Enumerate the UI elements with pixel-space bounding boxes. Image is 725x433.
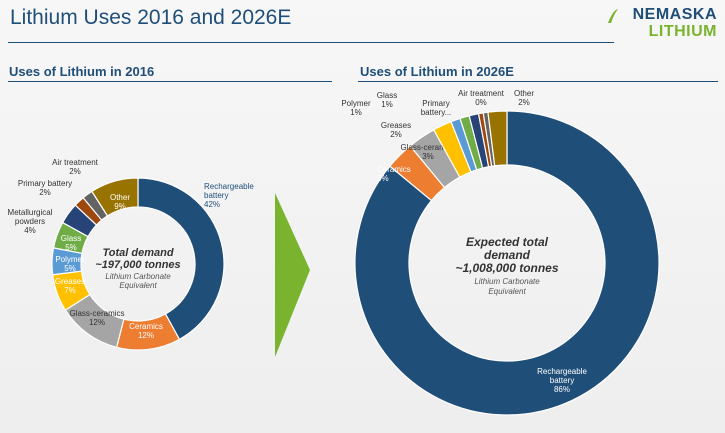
slice-label-primary-battery: Primary battery 2% — [18, 179, 72, 197]
slice-rechargeable-battery — [137, 177, 225, 341]
slice-other — [487, 110, 508, 167]
slice-label-glass-ceramics: Glass-ceramics 12% — [69, 309, 124, 327]
slice-label-greases: Greases 7% — [55, 277, 85, 295]
slice-other — [91, 177, 139, 217]
center-text-line: Expected total — [466, 235, 549, 249]
logo-text-top: NEMASKA — [632, 6, 717, 23]
slice-label-metallurgical-powders: Metallurgical powders 4% — [8, 208, 53, 235]
slice-label-air-treatment: Air treatment 2% — [52, 158, 99, 176]
center-text-line: Lithium Carbonate — [474, 277, 540, 286]
center-text-line: Equivalent — [488, 287, 526, 296]
donut-chart-2026e: Rechargeable battery 86% Ceramics 3% Glass-ce… — [341, 89, 660, 416]
left-chart-heading: Uses of Lithium in 2016 — [9, 64, 155, 79]
slice-label-polymer: Polymer 5% — [55, 255, 85, 273]
center-text-line: ~1,008,000 tonnes — [455, 261, 558, 275]
left-heading-rule — [8, 81, 332, 82]
title-divider — [8, 42, 614, 43]
nemaska-lithium-logo: NEMASKA LITHIUM — [608, 6, 717, 44]
slice-label-primary-battery: Primary battery... — [421, 99, 452, 117]
slice-label-other: Other 9% — [110, 193, 130, 211]
center-text-line: ~197,000 tonnes — [95, 259, 180, 271]
slice-label-glass: Glass 5% — [61, 234, 81, 252]
slice-label-greases: Greases 2% — [381, 121, 411, 139]
slice-label-polymer: Polymer 1% — [341, 99, 371, 117]
center-text-line: Equivalent — [119, 281, 157, 290]
donut-chart-2016: Rechargeable battery 42% Ceramics 12% Glass-c… — [8, 158, 254, 351]
slice-label-rechargeable-battery: Rechargeable battery 86% — [537, 367, 587, 394]
slice-label-ceramics: Ceramics 12% — [129, 322, 163, 340]
slice-rechargeable-battery — [354, 110, 660, 416]
slice-label-glass: Glass 1% — [377, 91, 397, 109]
slice-label-ceramics: Ceramics 3% — [377, 165, 411, 183]
page-title: Lithium Uses 2016 and 2026E — [10, 6, 292, 29]
slice-label-rechargeable-battery: Rechargeable battery 42% — [204, 182, 254, 209]
right-chart-heading: Uses of Lithium in 2026E — [360, 64, 514, 79]
center-text-line: Total demand — [102, 247, 173, 259]
right-heading-rule — [358, 81, 718, 82]
logo-swoosh-icon — [608, 9, 618, 23]
center-text-line: demand — [484, 248, 531, 262]
center-text-line: Lithium Carbonate — [105, 272, 171, 281]
logo-text-bottom: LITHIUM — [648, 23, 717, 40]
slice-label-air-treatment: Air treatment 0% — [458, 89, 505, 107]
slice-label-other: Other 2% — [514, 89, 534, 107]
transition-arrow-icon — [275, 193, 310, 357]
slice-label-glass-ceramics: Glass-ceramics 3% — [400, 143, 455, 161]
